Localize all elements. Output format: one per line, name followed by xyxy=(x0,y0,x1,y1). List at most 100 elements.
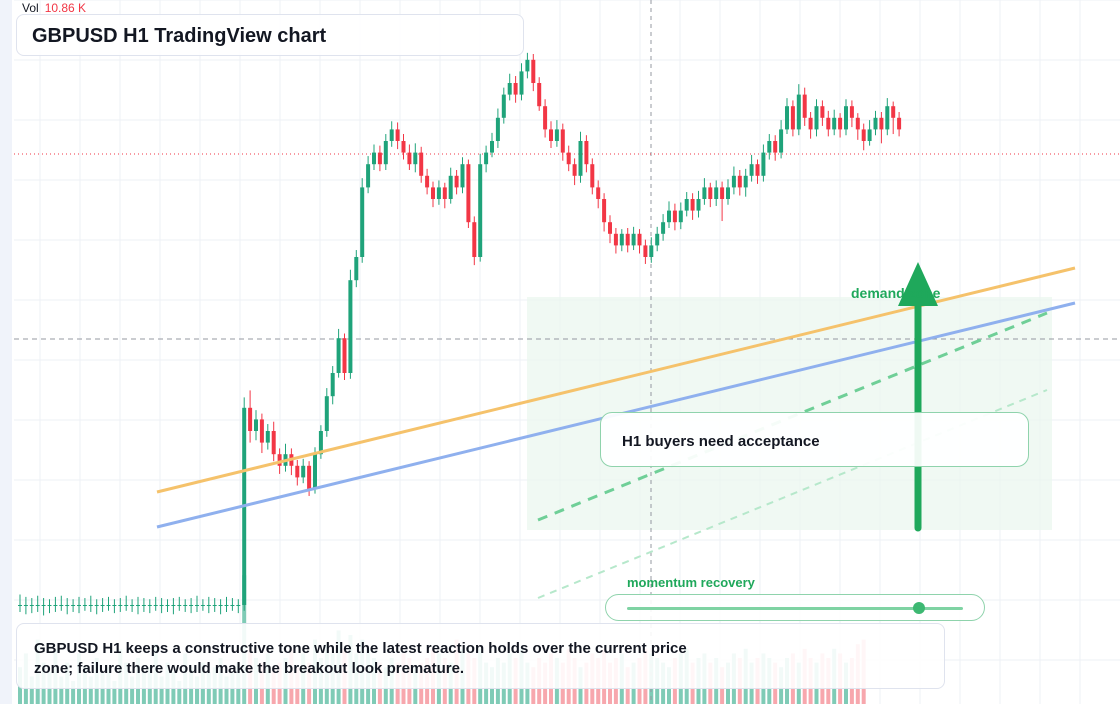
candle-body xyxy=(177,605,182,606)
candle-body xyxy=(342,338,347,373)
candle-body xyxy=(596,187,601,199)
candle-body xyxy=(507,83,512,95)
candle-body xyxy=(785,106,789,130)
candle-body xyxy=(873,117,878,130)
candle-body xyxy=(761,152,766,176)
volume-bar xyxy=(88,676,93,704)
candle-body xyxy=(560,129,565,153)
candle-body xyxy=(501,94,506,118)
summary-box: GBPUSD H1 keeps a constructive tone whil… xyxy=(16,623,945,689)
volume-bar xyxy=(71,681,76,704)
candle-body xyxy=(796,94,801,130)
candle-body xyxy=(549,129,553,141)
candle-body xyxy=(236,605,241,606)
candle-body xyxy=(419,152,424,176)
candle-body xyxy=(224,605,229,606)
candle-body xyxy=(637,233,642,246)
candle-body xyxy=(383,141,388,165)
momentum-label: momentum recovery xyxy=(627,575,755,590)
candle-body xyxy=(324,396,329,431)
candle-body xyxy=(307,465,312,489)
candle-body xyxy=(678,210,683,223)
candle-body xyxy=(572,164,577,176)
candle-body xyxy=(130,605,135,606)
momentum-gauge xyxy=(605,594,985,621)
candle-body xyxy=(702,187,707,199)
candle-body xyxy=(602,199,607,223)
candle-body xyxy=(667,210,671,223)
candle-body xyxy=(425,175,430,188)
candle-body xyxy=(879,117,884,130)
candle-body xyxy=(631,233,636,246)
candle-body xyxy=(313,454,317,489)
candle-body xyxy=(578,141,583,176)
candle-body xyxy=(802,94,807,118)
candle-body xyxy=(749,164,754,176)
candle-body xyxy=(431,187,435,199)
candle-body xyxy=(171,605,176,606)
candle-body xyxy=(106,605,111,606)
candle-body xyxy=(248,407,253,431)
candle-body xyxy=(608,222,612,234)
vol-label: Vol xyxy=(22,1,39,15)
candles xyxy=(18,52,902,616)
candle-body xyxy=(230,605,235,606)
candle-body xyxy=(29,605,34,606)
chart-title-box: GBPUSD H1 TradingView chart xyxy=(16,14,524,56)
volume-bar xyxy=(29,676,34,704)
candle-body xyxy=(478,164,483,257)
candle-body xyxy=(613,233,618,246)
candle-body xyxy=(212,605,217,606)
candle-body xyxy=(318,431,323,455)
candle-body xyxy=(590,164,595,188)
candle-body xyxy=(625,233,630,246)
candle-body xyxy=(554,129,559,141)
candle-body xyxy=(814,106,819,130)
up-arrow-icon xyxy=(898,262,938,306)
candle-body xyxy=(714,187,719,199)
volume-bar xyxy=(59,676,64,704)
candle-body xyxy=(690,199,695,211)
candle-body xyxy=(838,117,843,130)
candle-body xyxy=(88,605,93,606)
volume-bar xyxy=(224,676,229,704)
chart-title: GBPUSD H1 TradingView chart xyxy=(32,25,327,47)
volume-bar xyxy=(195,676,199,704)
candle-body xyxy=(413,152,418,165)
candle-body xyxy=(855,117,860,130)
candle-body xyxy=(77,605,81,606)
candle-body xyxy=(655,233,660,246)
candle-body xyxy=(436,187,441,199)
candle-body xyxy=(643,245,648,257)
candle-body xyxy=(743,175,748,188)
candle-body xyxy=(755,164,760,176)
candle-body xyxy=(661,222,666,234)
candle-body xyxy=(460,164,465,188)
acceptance-callout[interactable]: H1 buyers need acceptance xyxy=(600,412,1029,467)
candle-body xyxy=(136,605,140,606)
candle-body xyxy=(525,59,530,72)
candle-body xyxy=(377,152,382,165)
candle-body xyxy=(59,605,64,606)
candle-body xyxy=(472,222,477,257)
candle-body xyxy=(330,373,335,397)
volume-readout: Vol 10.86 K xyxy=(22,1,86,15)
candle-body xyxy=(94,605,99,606)
candle-body xyxy=(141,605,146,606)
candle-body xyxy=(696,199,701,211)
candle-body xyxy=(720,187,725,199)
candle-body xyxy=(153,605,158,606)
candle-body xyxy=(395,129,400,141)
candle-body xyxy=(183,605,188,606)
candle-body xyxy=(891,106,896,118)
candle-body xyxy=(159,605,164,606)
candle-body xyxy=(566,152,571,165)
candle-body xyxy=(407,152,412,165)
candle-body xyxy=(885,106,890,130)
momentum-knob xyxy=(913,602,926,614)
vol-value: 10.86 K xyxy=(44,1,87,15)
candle-body xyxy=(495,117,500,141)
candle-body xyxy=(779,129,784,153)
candle-body xyxy=(531,59,536,83)
candle-body xyxy=(684,199,689,211)
